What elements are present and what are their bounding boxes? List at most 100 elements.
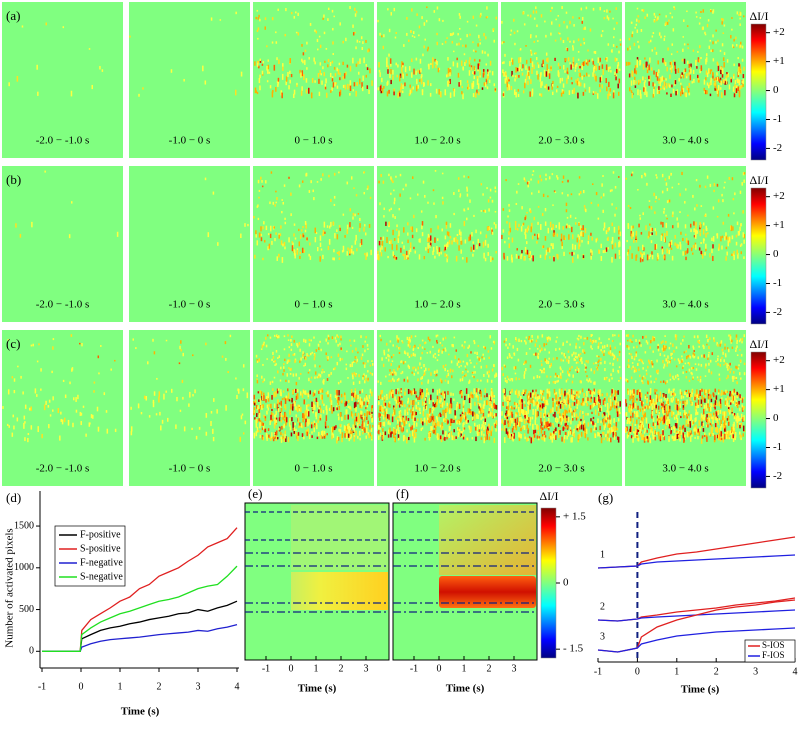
image-pixel bbox=[315, 422, 318, 426]
image-pixel bbox=[277, 335, 280, 339]
image-pixel bbox=[414, 432, 417, 439]
image-pixel bbox=[361, 416, 364, 420]
image-pixel bbox=[20, 375, 22, 379]
image-pixel bbox=[652, 82, 654, 87]
image-pixel bbox=[683, 43, 686, 46]
image-pixel bbox=[365, 255, 367, 260]
image-pixel bbox=[6, 423, 9, 426]
image-pixel bbox=[410, 88, 413, 94]
image-pixel bbox=[565, 422, 568, 427]
image-pixel bbox=[440, 436, 443, 443]
image-pixel bbox=[366, 253, 368, 257]
image-pixel bbox=[397, 337, 400, 341]
image-pixel bbox=[281, 414, 284, 418]
image-pixel bbox=[244, 223, 246, 227]
image-pixel bbox=[584, 363, 586, 366]
image-pixel bbox=[256, 380, 259, 384]
image-pixel bbox=[413, 68, 415, 75]
image-pixel bbox=[396, 224, 398, 228]
image-pixel bbox=[537, 206, 540, 208]
image-pixel bbox=[539, 174, 541, 178]
image-pixel bbox=[575, 399, 578, 404]
image-pixel bbox=[295, 431, 297, 436]
image-pixel bbox=[552, 425, 555, 428]
image-pixel bbox=[597, 364, 600, 367]
image-pixel bbox=[289, 372, 292, 375]
image-pixel bbox=[378, 240, 381, 246]
image-pixel bbox=[302, 226, 304, 229]
image-pixel bbox=[348, 428, 350, 432]
image-pixel bbox=[529, 251, 531, 255]
image-pixel bbox=[648, 231, 650, 238]
image-pixel bbox=[511, 257, 513, 263]
image-pixel bbox=[404, 404, 406, 408]
image-pixel bbox=[592, 390, 594, 395]
image-pixel bbox=[541, 81, 543, 86]
image-pixel bbox=[396, 424, 398, 429]
image-pixel bbox=[515, 402, 517, 406]
image-pixel bbox=[289, 70, 291, 74]
image-pixel bbox=[483, 437, 485, 444]
image-pixel bbox=[627, 256, 629, 261]
image-pixel bbox=[354, 213, 356, 217]
image-pixel bbox=[609, 66, 611, 69]
image-pixel bbox=[411, 234, 414, 239]
image-pixel bbox=[509, 420, 511, 426]
image-pixel bbox=[555, 427, 557, 432]
image-pixel bbox=[705, 393, 707, 398]
image-pixel bbox=[637, 40, 639, 43]
image-pixel bbox=[629, 45, 631, 49]
image-pixel bbox=[649, 437, 652, 444]
image-pixel bbox=[487, 199, 490, 203]
image-pixel bbox=[564, 417, 566, 423]
image-pixel bbox=[543, 69, 546, 76]
image-pixel bbox=[259, 59, 262, 63]
image-pixel bbox=[507, 215, 509, 218]
image-pixel bbox=[229, 334, 232, 338]
image-pixel bbox=[381, 413, 383, 416]
image-pixel bbox=[538, 395, 540, 400]
image-pixel bbox=[539, 405, 541, 411]
image-pixel bbox=[689, 396, 691, 401]
image-pixel bbox=[607, 405, 609, 412]
image-pixel bbox=[293, 15, 296, 19]
image-pixel bbox=[528, 436, 531, 439]
image-pixel bbox=[575, 345, 577, 349]
image-pixel bbox=[698, 59, 701, 63]
image-pixel bbox=[52, 409, 54, 412]
image-pixel bbox=[491, 199, 494, 203]
colorbar-tick-label: +2 bbox=[773, 26, 785, 38]
image-pixel bbox=[152, 401, 155, 408]
image-pixel bbox=[514, 337, 517, 341]
image-pixel bbox=[616, 64, 619, 71]
image-pixel bbox=[732, 86, 735, 92]
image-pixel bbox=[267, 396, 270, 402]
image-pixel bbox=[379, 72, 381, 78]
image-pixel bbox=[393, 89, 395, 96]
panel-label: (b) bbox=[6, 172, 21, 187]
image-pixel bbox=[731, 177, 734, 181]
image-pixel bbox=[588, 59, 591, 63]
image-pixel bbox=[563, 434, 566, 440]
image-pixel bbox=[483, 404, 485, 409]
image-pixel bbox=[733, 73, 735, 77]
image-pixel bbox=[574, 355, 577, 359]
image-pixel bbox=[666, 217, 668, 220]
image-pixel bbox=[599, 389, 601, 393]
image-pixel bbox=[717, 410, 719, 415]
image-pixel bbox=[554, 429, 556, 432]
image-pixel bbox=[366, 343, 369, 347]
image-pixel bbox=[399, 193, 401, 197]
image-pixel bbox=[401, 341, 404, 344]
image-pixel bbox=[337, 344, 339, 347]
image-pixel bbox=[349, 80, 352, 86]
image-pixel bbox=[545, 173, 547, 177]
image-pixel bbox=[357, 412, 360, 419]
image-pixel bbox=[539, 72, 542, 78]
image-pixel bbox=[471, 375, 474, 377]
image-pixel bbox=[652, 32, 655, 35]
image-pixel bbox=[513, 432, 515, 439]
image-pixel bbox=[580, 402, 583, 406]
image-pixel bbox=[409, 89, 412, 95]
image-pixel bbox=[724, 80, 726, 83]
